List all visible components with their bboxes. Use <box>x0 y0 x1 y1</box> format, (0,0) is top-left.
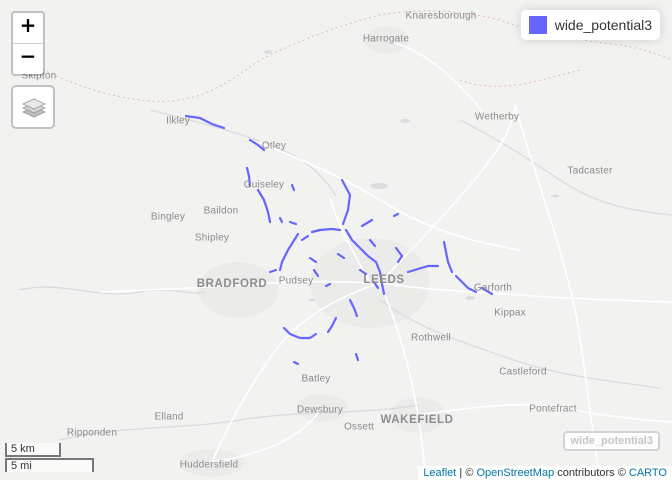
rivers <box>19 109 672 441</box>
route-segment[interactable] <box>354 352 360 362</box>
route-segment[interactable] <box>336 252 346 260</box>
place-label-guiseley: Guiseley <box>243 179 285 191</box>
zoom-out-button[interactable]: − <box>13 43 43 74</box>
zoom-control: + − <box>11 11 45 76</box>
place-label-skipton: Skipton <box>21 70 57 82</box>
route-segment[interactable] <box>348 298 359 318</box>
scale-mi: 5 mi <box>5 458 94 472</box>
layers-button[interactable] <box>11 85 55 129</box>
legend: wide_potential3 <box>520 10 660 40</box>
route-segment[interactable] <box>268 268 278 274</box>
osm-link[interactable]: OpenStreetMap <box>476 467 555 479</box>
scale-km: 5 km <box>5 443 61 457</box>
place-label-baildon: Baildon <box>203 205 239 217</box>
place-label-bradford: BRADFORD <box>196 278 268 290</box>
place-label-pontefract: Pontefract <box>529 403 577 415</box>
place-label-bingley: Bingley <box>150 211 186 223</box>
place-label-knaresborough: Knaresborough <box>405 10 477 22</box>
route-segment[interactable] <box>340 178 352 226</box>
route-segment[interactable] <box>300 234 310 242</box>
layer-name-tag: wide_potential3 <box>563 431 660 451</box>
place-label-ilkley: Ilkley <box>166 115 190 127</box>
attribution-contrib: contributors © <box>554 467 629 479</box>
place-label-batley: Batley <box>301 373 331 385</box>
place-label-tadcaster: Tadcaster <box>567 165 613 177</box>
route-segment[interactable] <box>245 166 252 188</box>
route-segment[interactable] <box>290 183 296 192</box>
layers-icon <box>22 98 46 118</box>
route-segment[interactable] <box>442 240 454 274</box>
legend-swatch <box>528 16 547 34</box>
route-segment[interactable] <box>368 238 377 248</box>
route-segment[interactable] <box>278 232 300 272</box>
place-label-ripponden: Ripponden <box>66 427 118 439</box>
route-segment[interactable] <box>256 188 272 224</box>
place-label-wetherby: Wetherby <box>474 111 520 123</box>
attribution-sep: | © <box>456 467 477 479</box>
route-segment[interactable] <box>310 227 342 234</box>
route-segment[interactable] <box>360 218 374 228</box>
route-segment[interactable] <box>454 274 478 294</box>
leaflet-link[interactable]: Leaflet <box>423 467 457 479</box>
roads <box>99 39 672 480</box>
place-label-rothwell: Rothwell <box>411 332 451 344</box>
route-segment[interactable] <box>480 286 494 296</box>
place-label-wakefield: WAKEFIELD <box>380 414 454 426</box>
route-segment[interactable] <box>394 246 404 264</box>
route-segment[interactable] <box>292 360 300 366</box>
route-segment[interactable] <box>184 114 226 130</box>
place-label-elland: Elland <box>154 411 184 423</box>
place-label-otley: Otley <box>261 140 287 152</box>
route-segment[interactable] <box>278 216 284 224</box>
place-label-shipley: Shipley <box>194 232 230 244</box>
place-label-harrogate: Harrogate <box>362 33 410 45</box>
route-segment[interactable] <box>248 138 266 152</box>
route-segment[interactable] <box>358 268 368 276</box>
route-segment[interactable] <box>326 316 338 334</box>
place-label-dewsbury: Dewsbury <box>296 404 344 416</box>
zoom-in-button[interactable]: + <box>19 13 37 37</box>
carto-link[interactable]: CARTO <box>628 467 667 479</box>
place-label-ossett: Ossett <box>343 421 375 433</box>
place-label-leeds: LEEDS <box>363 274 405 286</box>
route-segment[interactable] <box>344 228 386 296</box>
district-boundary <box>459 69 581 87</box>
route-segment[interactable] <box>372 280 380 290</box>
water-areas <box>264 50 559 302</box>
place-label-kippax: Kippax <box>494 307 526 319</box>
legend-label: wide_potential3 <box>554 17 652 33</box>
route-segment[interactable] <box>324 282 332 288</box>
route-segment[interactable] <box>406 264 440 274</box>
route-segment[interactable] <box>312 268 320 278</box>
route-segment[interactable] <box>288 220 298 226</box>
place-label-pudsey: Pudsey <box>278 275 314 287</box>
county-boundary <box>24 10 672 102</box>
place-label-huddersfield: Huddersfield <box>179 459 239 471</box>
route-segment[interactable] <box>308 256 318 264</box>
place-label-garforth: Garforth <box>473 282 513 294</box>
attribution: Leaflet | © OpenStreetMap contributors ©… <box>418 466 672 480</box>
route-segment[interactable] <box>282 326 318 340</box>
place-label-castleford: Castleford <box>499 366 547 378</box>
route-segment[interactable] <box>392 212 400 218</box>
